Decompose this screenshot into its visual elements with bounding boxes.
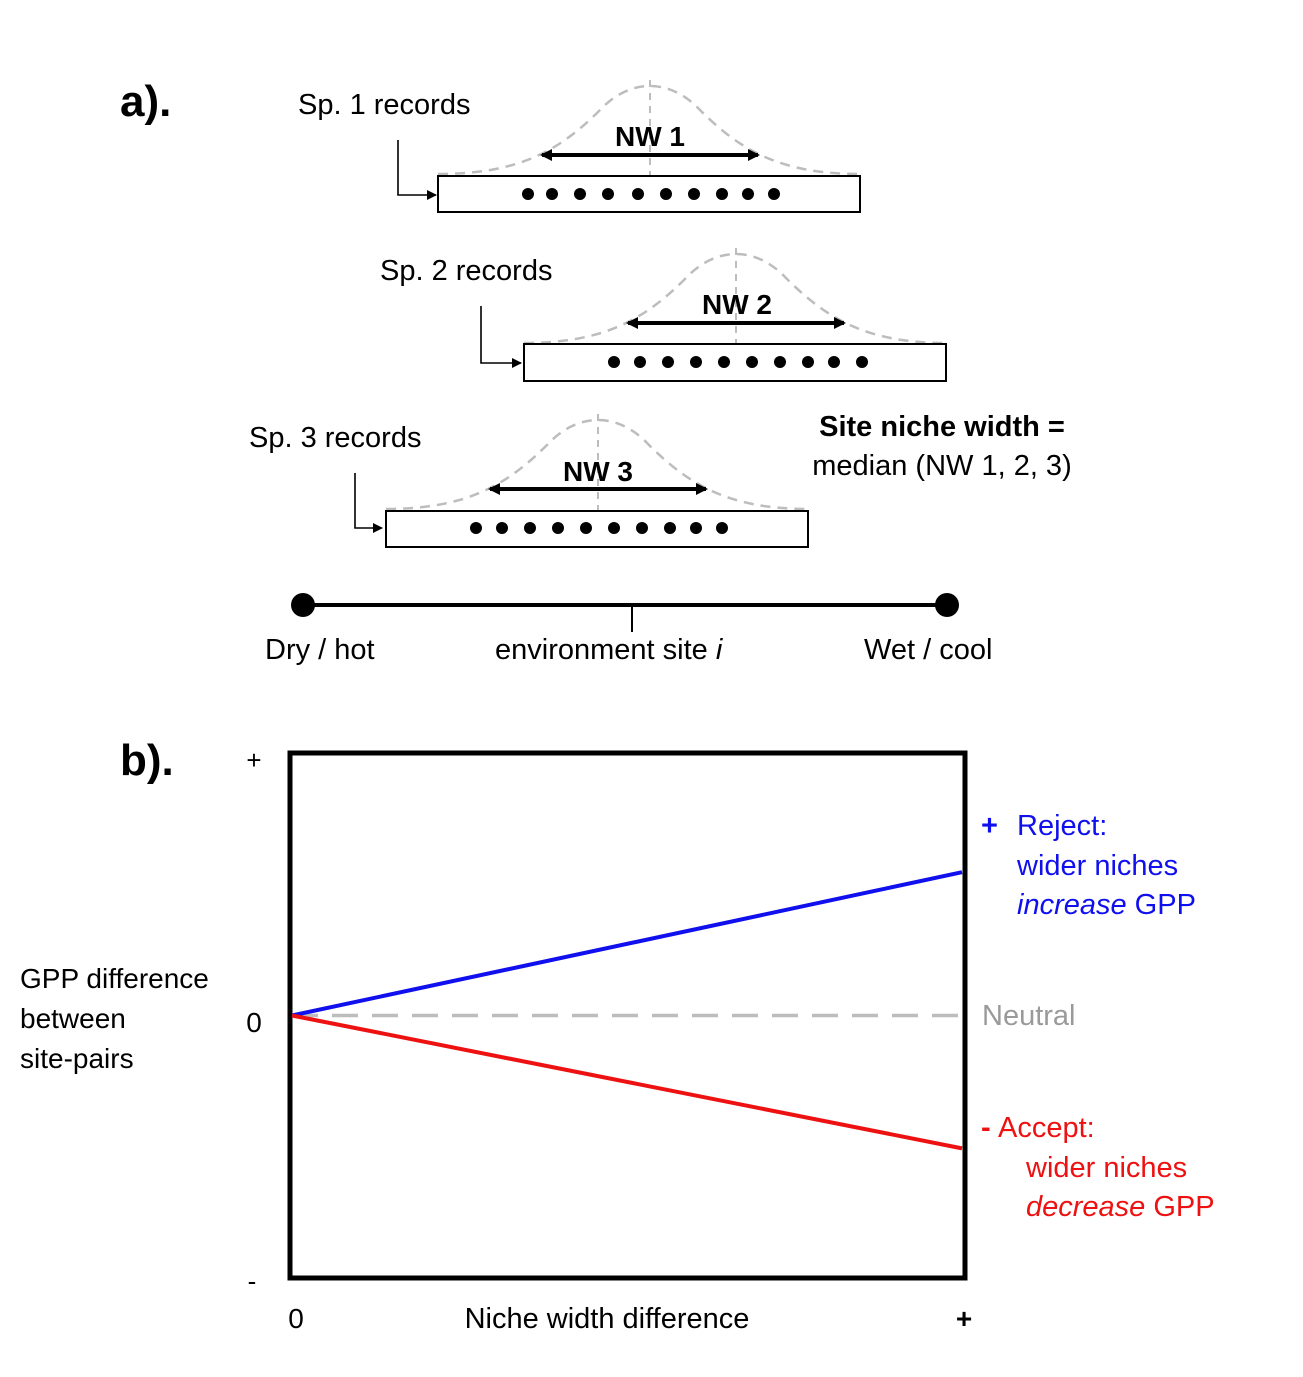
species-3-density-curve [385,418,809,511]
record-dot [718,356,730,368]
gradient-site-italic: i [716,634,724,666]
record-dot [802,356,814,368]
reject-annotation: + Reject: wider niches increase GPP [981,810,1196,921]
record-dot [634,356,646,368]
species-3-pointer-arrow [354,473,383,533]
environment-gradient: Dry / hot environment site i Wet / cool [265,593,992,666]
accept-heading: Accept: [998,1112,1095,1144]
species-2-records-bar [523,343,947,382]
accept-line-2: wider niches [1025,1152,1187,1184]
species-1-records-bar [437,175,861,213]
record-dot [768,188,780,200]
species-3-nw-label: NW 3 [563,456,633,487]
record-dot [602,188,614,200]
accept-gpp-word: GPP [1145,1191,1214,1223]
accept-series-line [291,1013,963,1151]
gradient-left-label: Dry / hot [265,634,375,666]
species-1-density-curve [437,84,861,176]
record-dot [580,522,592,534]
record-dot [524,522,536,534]
record-dot [496,522,508,534]
panel-b-label: b). [120,736,174,785]
record-dot [716,188,728,200]
species-1-records-label: Sp. 1 records [298,89,470,121]
record-dot [470,522,482,534]
accept-line-3: decrease GPP [1026,1191,1215,1223]
species-1-group: Sp. 1 records NW 1 [298,80,861,213]
record-dot [716,522,728,534]
record-dot [774,356,786,368]
record-dot [552,522,564,534]
y-tick-plus: + [246,745,261,775]
species-2-records-label: Sp. 2 records [380,255,552,287]
gradient-right-label: Wet / cool [864,634,992,666]
y-tick-minus: - [248,1266,257,1296]
site-niche-width-heading: Site niche width = [819,411,1065,443]
gradient-site-label: environment site i [495,634,724,666]
species-2-pointer-arrow [480,306,522,368]
species-3-dots [470,522,728,534]
record-dot [746,356,758,368]
y-axis-title-line-2: between [20,1003,126,1034]
reject-italic-word: increase [1017,889,1127,921]
record-dot [632,188,644,200]
record-dot [608,356,620,368]
reject-gpp-word: GPP [1127,889,1196,921]
record-dot [664,522,676,534]
neutral-label: Neutral [982,1000,1076,1032]
record-dot [662,356,674,368]
record-dot [608,522,620,534]
record-dot [856,356,868,368]
species-2-density-curve [523,252,947,345]
reject-sign: + [981,810,998,842]
panel-a-label: a). [120,77,171,126]
record-dot [546,188,558,200]
reject-series-line [291,870,963,1018]
x-tick-plus: + [956,1303,972,1334]
reject-heading: Reject: [1017,810,1107,842]
species-1-nw-label: NW 1 [615,121,685,152]
x-axis-title: Niche width difference [465,1303,750,1335]
species-2-nw-label: NW 2 [702,289,772,320]
species-3-group: Sp. 3 records NW 3 [249,414,809,548]
species-2-group: Sp. 2 records NW 2 [380,248,947,382]
gradient-right-end [935,593,959,617]
species-1-dots [522,188,780,200]
plot-frame [287,750,968,1281]
y-tick-zero: 0 [246,1007,262,1038]
species-3-records-bar [385,510,809,548]
reject-line-2: wider niches [1016,850,1178,882]
record-dot [636,522,648,534]
species-2-dots [608,356,868,368]
record-dot [742,188,754,200]
accept-italic-word: decrease [1026,1191,1145,1223]
accept-sign: - [981,1112,991,1144]
gradient-left-end [291,593,315,617]
reject-line-3: increase GPP [1017,889,1196,921]
hypothesis-chart: GPP difference between site-pairs + 0 - … [20,745,1215,1335]
record-dot [660,188,672,200]
record-dot [688,188,700,200]
record-dot [690,522,702,534]
site-niche-width-formula: median (NW 1, 2, 3) [812,450,1071,482]
species-3-records-label: Sp. 3 records [249,422,421,454]
y-axis-title-line-3: site-pairs [20,1043,134,1074]
species-1-pointer-arrow [397,140,437,200]
x-tick-zero: 0 [288,1303,304,1334]
record-dot [828,356,840,368]
record-dot [690,356,702,368]
record-dot [522,188,534,200]
record-dot [574,188,586,200]
y-axis-title-line-1: GPP difference [20,963,209,994]
accept-annotation: - Accept: wider niches decrease GPP [981,1112,1215,1223]
gradient-site-text: environment site [495,634,716,666]
